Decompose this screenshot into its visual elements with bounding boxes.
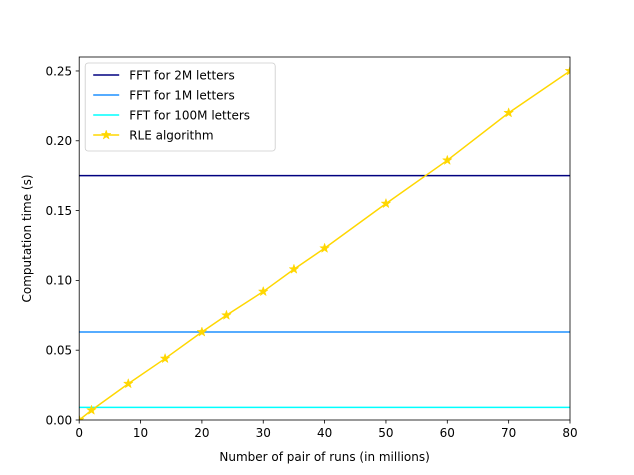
x-tick-label: 80: [562, 426, 577, 440]
data-point-marker: [196, 326, 208, 337]
data-point-marker: [159, 352, 171, 364]
y-axis-label: Computation time (s): [20, 174, 34, 302]
data-point-marker: [79, 414, 85, 420]
y-tick-label: 0.10: [45, 274, 72, 288]
legend-label: FFT for 1M letters: [129, 88, 235, 102]
x-tick-label: 20: [194, 426, 209, 440]
data-point-marker: [85, 404, 97, 415]
data-point-marker: [319, 242, 331, 253]
data-point-marker: [441, 154, 453, 165]
x-tick-label: 0: [75, 426, 83, 440]
legend-label: FFT for 100M letters: [129, 108, 250, 122]
series-layer: [79, 65, 570, 420]
x-tick-label: 60: [440, 426, 455, 440]
y-tick-label: 0.15: [45, 204, 72, 218]
x-tick-label: 50: [378, 426, 393, 440]
data-point-marker: [380, 197, 392, 209]
legend-marker: [100, 129, 112, 140]
data-point-marker: [564, 65, 570, 76]
legend: FFT for 2M letters FFT for 1M letters FFT …: [84, 62, 276, 152]
legend-label: FFT for 2M letters: [129, 68, 235, 82]
legend-label: RLE algorithm: [129, 128, 213, 142]
data-point-marker: [122, 377, 134, 389]
y-tick-label: 0.25: [45, 64, 72, 78]
ticks-layer: 0 10 20 30 40 50 60 70 80 0.00 0.05 0.10 0.15 0.20 0.2…: [45, 64, 577, 440]
x-tick-label: 30: [256, 426, 271, 440]
y-tick-label: 0.00: [45, 413, 72, 427]
legend-frame: [84, 62, 276, 152]
data-point-marker: [288, 263, 300, 274]
data-point-marker: [503, 107, 515, 118]
data-point-marker: [257, 285, 269, 297]
x-axis-label: Number of pair of runs (in millions): [219, 450, 429, 464]
x-tick-label: 10: [133, 426, 148, 440]
data-point-marker: [220, 309, 232, 320]
y-tick-label: 0.05: [45, 343, 72, 357]
x-tick-label: 40: [317, 426, 332, 440]
y-tick-label: 0.20: [45, 134, 72, 148]
x-tick-label: 70: [501, 426, 516, 440]
